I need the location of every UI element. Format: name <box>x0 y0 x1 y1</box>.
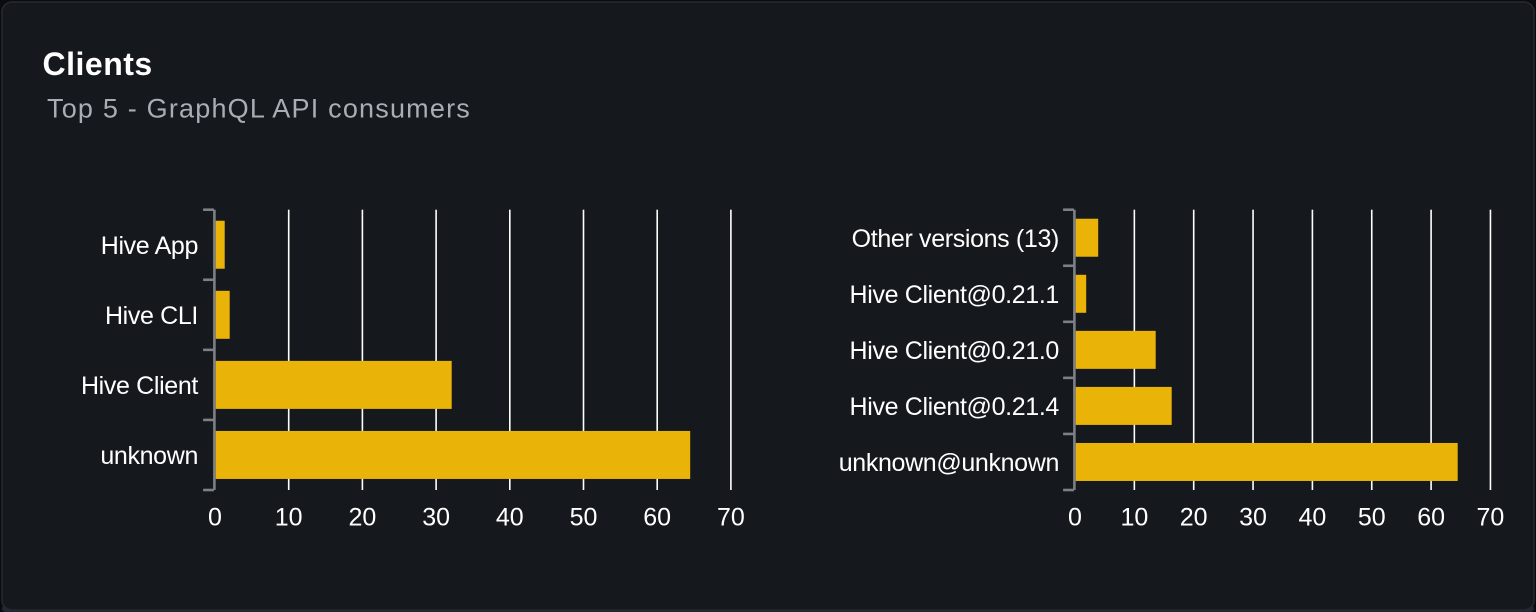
svg-text:unknown@unknown: unknown@unknown <box>839 449 1059 477</box>
svg-text:0: 0 <box>1068 504 1082 532</box>
svg-text:10: 10 <box>1120 504 1148 532</box>
svg-text:Clients: Clients <box>43 46 153 82</box>
svg-text:30: 30 <box>422 504 450 532</box>
svg-text:Top 5 - GraphQL API consumers: Top 5 - GraphQL API consumers <box>47 94 471 124</box>
svg-text:Hive CLI: Hive CLI <box>105 302 198 330</box>
svg-text:20: 20 <box>348 504 376 532</box>
svg-text:Hive Client@0.21.1: Hive Client@0.21.1 <box>850 281 1059 309</box>
svg-text:40: 40 <box>1298 504 1326 532</box>
svg-text:0: 0 <box>208 504 222 532</box>
svg-text:70: 70 <box>717 504 745 532</box>
svg-text:Other versions (13): Other versions (13) <box>852 225 1059 253</box>
svg-text:50: 50 <box>570 504 598 532</box>
svg-text:60: 60 <box>1417 504 1445 532</box>
svg-text:50: 50 <box>1358 504 1386 532</box>
svg-text:20: 20 <box>1180 504 1208 532</box>
svg-text:Hive Client: Hive Client <box>81 372 198 400</box>
svg-text:70: 70 <box>1477 504 1505 532</box>
svg-text:40: 40 <box>496 504 524 532</box>
svg-text:30: 30 <box>1239 504 1267 532</box>
svg-text:60: 60 <box>643 504 671 532</box>
svg-text:unknown: unknown <box>100 442 198 470</box>
svg-text:10: 10 <box>275 504 303 532</box>
svg-text:Hive App: Hive App <box>101 232 198 260</box>
svg-text:Hive Client@0.21.4: Hive Client@0.21.4 <box>850 393 1060 421</box>
svg-text:Hive Client@0.21.0: Hive Client@0.21.0 <box>850 337 1059 365</box>
